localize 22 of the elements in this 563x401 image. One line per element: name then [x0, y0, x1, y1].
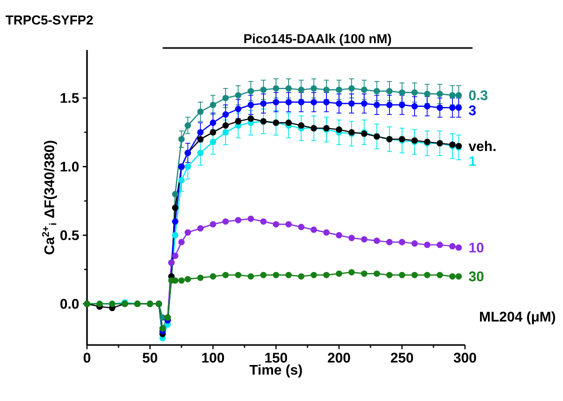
y-tick-label: 0.0	[60, 298, 79, 309]
x-tick-label: 50	[142, 352, 158, 363]
series-label: 10	[469, 242, 484, 253]
text: Pico145-DAAlk (100 nM)	[244, 34, 392, 46]
series-label: 3	[468, 105, 476, 116]
x-tick-label: 250	[390, 352, 414, 363]
y-tick-label: 1.5	[60, 93, 79, 103]
x-tick-label: 300	[454, 352, 476, 363]
x-axis-title: Time (s)	[250, 364, 302, 378]
series-label: 1	[469, 156, 476, 166]
x-tick-label: 150	[265, 352, 288, 363]
y-tick-label: 1.0	[60, 162, 79, 172]
y-axis-title: Ca$^{2+}$$_{i}$ ΔF(340/380)	[42, 140, 57, 254]
series-label: veh.	[468, 140, 496, 152]
x-tick-label: 200	[328, 352, 350, 363]
x-tick-label: 0	[84, 352, 90, 363]
series-label: 30	[468, 271, 484, 282]
y-tick-label: 0.5	[60, 230, 79, 240]
series-label: 0.3	[469, 90, 488, 100]
chart-title: TRPC5-SYFP2	[6, 15, 93, 25]
x-tick-label: 100	[202, 352, 224, 363]
legend-title: ML204 (μM)	[480, 311, 556, 324]
